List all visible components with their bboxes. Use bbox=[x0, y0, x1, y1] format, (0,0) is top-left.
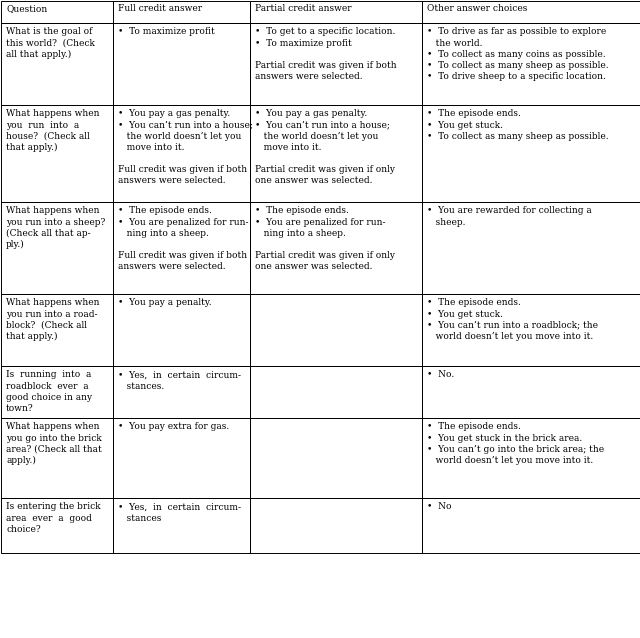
Text: Full credit answer: Full credit answer bbox=[118, 4, 202, 13]
Bar bbox=[422, 105, 639, 202]
Bar bbox=[422, 1, 639, 24]
Text: •  The episode ends.
•  You get stuck in the brick area.
•  You can’t go into th: • The episode ends. • You get stuck in t… bbox=[428, 422, 605, 465]
Text: •  You pay extra for gas.: • You pay extra for gas. bbox=[118, 422, 229, 431]
Text: •  The episode ends.
•  You get stuck.
•  To collect as many sheep as possible.: • The episode ends. • You get stuck. • T… bbox=[428, 110, 609, 141]
Text: •  To maximize profit: • To maximize profit bbox=[118, 27, 214, 36]
Text: Is  running  into  a
roadblock  ever  a
good choice in any
town?: Is running into a roadblock ever a good … bbox=[6, 371, 92, 413]
Text: •  The episode ends.
•  You get stuck.
•  You can’t run into a roadblock; the
  : • The episode ends. • You get stuck. • Y… bbox=[428, 299, 598, 341]
Bar bbox=[1, 498, 113, 554]
Bar bbox=[1, 366, 113, 419]
Text: •  You pay a gas penalty.
•  You can’t run into a house;
   the world doesn’t le: • You pay a gas penalty. • You can’t run… bbox=[118, 110, 253, 185]
Text: What happens when
you run into a sheep?
(Check all that ap-
ply.): What happens when you run into a sheep? … bbox=[6, 207, 105, 249]
Text: Other answer choices: Other answer choices bbox=[428, 4, 528, 13]
Text: Question: Question bbox=[6, 4, 47, 13]
Bar bbox=[250, 366, 422, 419]
Bar bbox=[250, 105, 422, 202]
Text: •  You pay a gas penalty.
•  You can’t run into a house;
   the world doesn’t le: • You pay a gas penalty. • You can’t run… bbox=[255, 110, 395, 185]
Bar bbox=[250, 295, 422, 366]
Text: •  You are rewarded for collecting a
   sheep.: • You are rewarded for collecting a shee… bbox=[428, 207, 592, 226]
Bar bbox=[113, 105, 250, 202]
Bar bbox=[422, 498, 639, 554]
Bar bbox=[422, 24, 639, 105]
Text: •  To get to a specific location.
•  To maximize profit

Partial credit was give: • To get to a specific location. • To ma… bbox=[255, 27, 397, 81]
Text: •  The episode ends.
•  You are penalized for run-
   ning into a sheep.

Partia: • The episode ends. • You are penalized … bbox=[255, 207, 395, 271]
Bar bbox=[1, 105, 113, 202]
Text: •  Yes,  in  certain  circum-
   stances: • Yes, in certain circum- stances bbox=[118, 503, 241, 523]
Text: •  To drive as far as possible to explore
   the world.
•  To collect as many co: • To drive as far as possible to explore… bbox=[428, 27, 609, 81]
Text: •  No: • No bbox=[428, 503, 452, 512]
Bar bbox=[422, 202, 639, 295]
Bar bbox=[113, 24, 250, 105]
Text: What happens when
you  run  into  a
house?  (Check all
that apply.): What happens when you run into a house? … bbox=[6, 110, 99, 152]
Bar bbox=[113, 366, 250, 419]
Text: What is the goal of
this world?  (Check
all that apply.): What is the goal of this world? (Check a… bbox=[6, 27, 95, 59]
Bar bbox=[113, 202, 250, 295]
Text: •  You pay a penalty.: • You pay a penalty. bbox=[118, 299, 211, 308]
Text: What happens when
you run into a road-
block?  (Check all
that apply.): What happens when you run into a road- b… bbox=[6, 299, 99, 341]
Bar bbox=[250, 1, 422, 24]
Bar bbox=[1, 419, 113, 498]
Bar bbox=[250, 24, 422, 105]
Bar bbox=[422, 295, 639, 366]
Bar bbox=[422, 419, 639, 498]
Bar bbox=[113, 498, 250, 554]
Bar bbox=[1, 24, 113, 105]
Text: Is entering the brick
area  ever  a  good
choice?: Is entering the brick area ever a good c… bbox=[6, 503, 100, 534]
Text: •  Yes,  in  certain  circum-
   stances.: • Yes, in certain circum- stances. bbox=[118, 371, 241, 390]
Bar bbox=[113, 419, 250, 498]
Bar bbox=[422, 366, 639, 419]
Bar bbox=[113, 1, 250, 24]
Bar bbox=[113, 295, 250, 366]
Text: What happens when
you go into the brick
area? (Check all that
apply.): What happens when you go into the brick … bbox=[6, 422, 102, 465]
Bar bbox=[1, 295, 113, 366]
Bar bbox=[1, 202, 113, 295]
Bar bbox=[250, 419, 422, 498]
Text: Partial credit answer: Partial credit answer bbox=[255, 4, 351, 13]
Text: •  The episode ends.
•  You are penalized for run-
   ning into a sheep.

Full c: • The episode ends. • You are penalized … bbox=[118, 207, 248, 271]
Bar bbox=[250, 202, 422, 295]
Text: •  No.: • No. bbox=[428, 371, 454, 380]
Bar bbox=[1, 1, 113, 24]
Bar bbox=[250, 498, 422, 554]
